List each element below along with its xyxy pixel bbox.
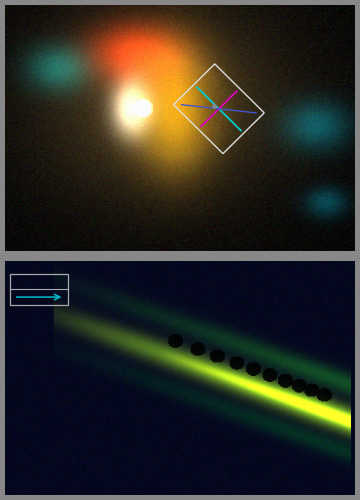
Bar <box>10 274 68 305</box>
